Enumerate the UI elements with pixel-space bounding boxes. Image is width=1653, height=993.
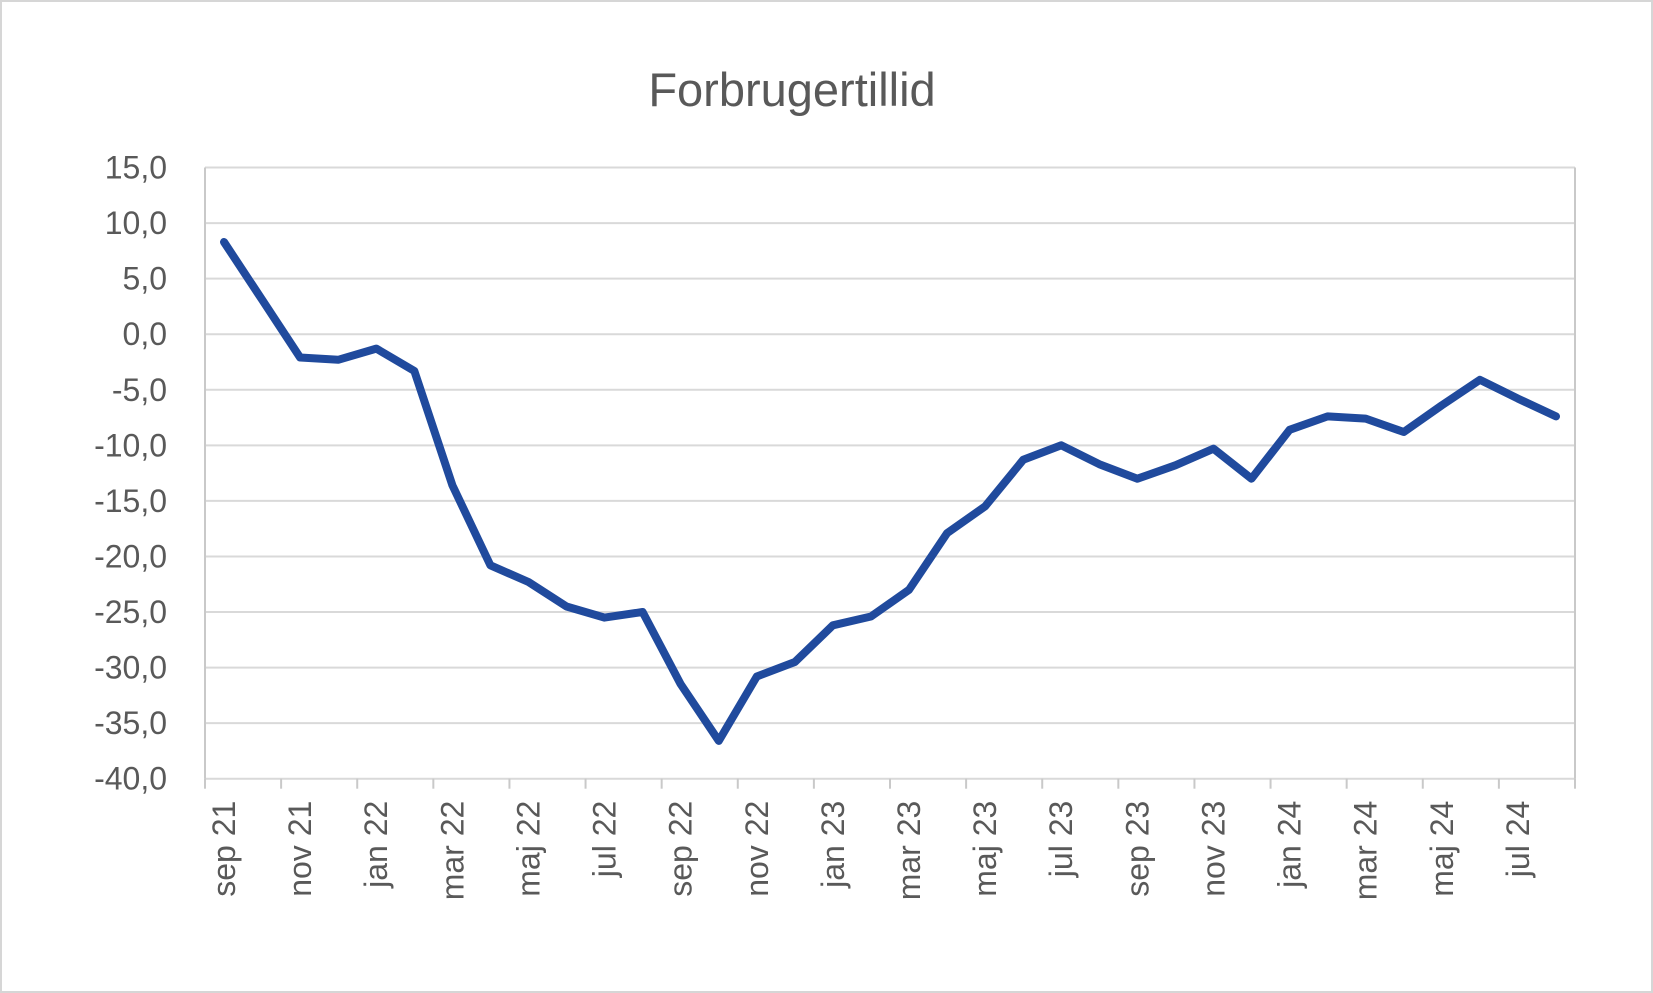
y-tick-label: 5,0 [123,261,167,297]
x-tick-label: jan 23 [815,801,851,889]
y-tick-label: -15,0 [94,483,167,519]
x-tick-label: jul 23 [1043,801,1079,879]
x-tick-label: jan 22 [358,801,394,889]
x-tick-label: jul 22 [587,801,623,879]
x-tick-label: nov 23 [1195,801,1231,897]
y-tick-label: -25,0 [94,594,167,630]
y-tick-label: -10,0 [94,427,167,463]
y-tick-label: -5,0 [112,372,167,408]
x-tick-label: nov 21 [282,801,318,897]
x-tick-label: sep 22 [663,801,699,897]
x-tick-label: mar 22 [434,801,470,901]
x-tick-label: mar 23 [891,801,927,901]
x-tick-label: maj 23 [967,801,1003,897]
x-tick-label: sep 23 [1119,801,1155,897]
x-tick-label: nov 22 [739,801,775,897]
series-line-forbrugertillid [220,238,1560,745]
y-tick-label: 15,0 [105,150,167,186]
y-tick-label: 10,0 [105,205,167,241]
x-tick-label: jul 24 [1500,801,1536,879]
chart-title: Forbrugertillid [648,63,936,116]
x-tick-label: maj 22 [510,801,546,897]
y-tick-label: -20,0 [94,538,167,574]
y-tick-label: -30,0 [94,650,167,686]
x-tick-label: mar 24 [1348,801,1384,901]
x-tick-label: jan 24 [1272,801,1308,889]
y-tick-label: 0,0 [123,316,167,352]
y-tick-label: -35,0 [94,705,167,741]
y-tick-label: -40,0 [94,761,167,797]
x-tick-label: sep 21 [206,801,242,897]
x-tick-label: maj 24 [1424,801,1460,897]
